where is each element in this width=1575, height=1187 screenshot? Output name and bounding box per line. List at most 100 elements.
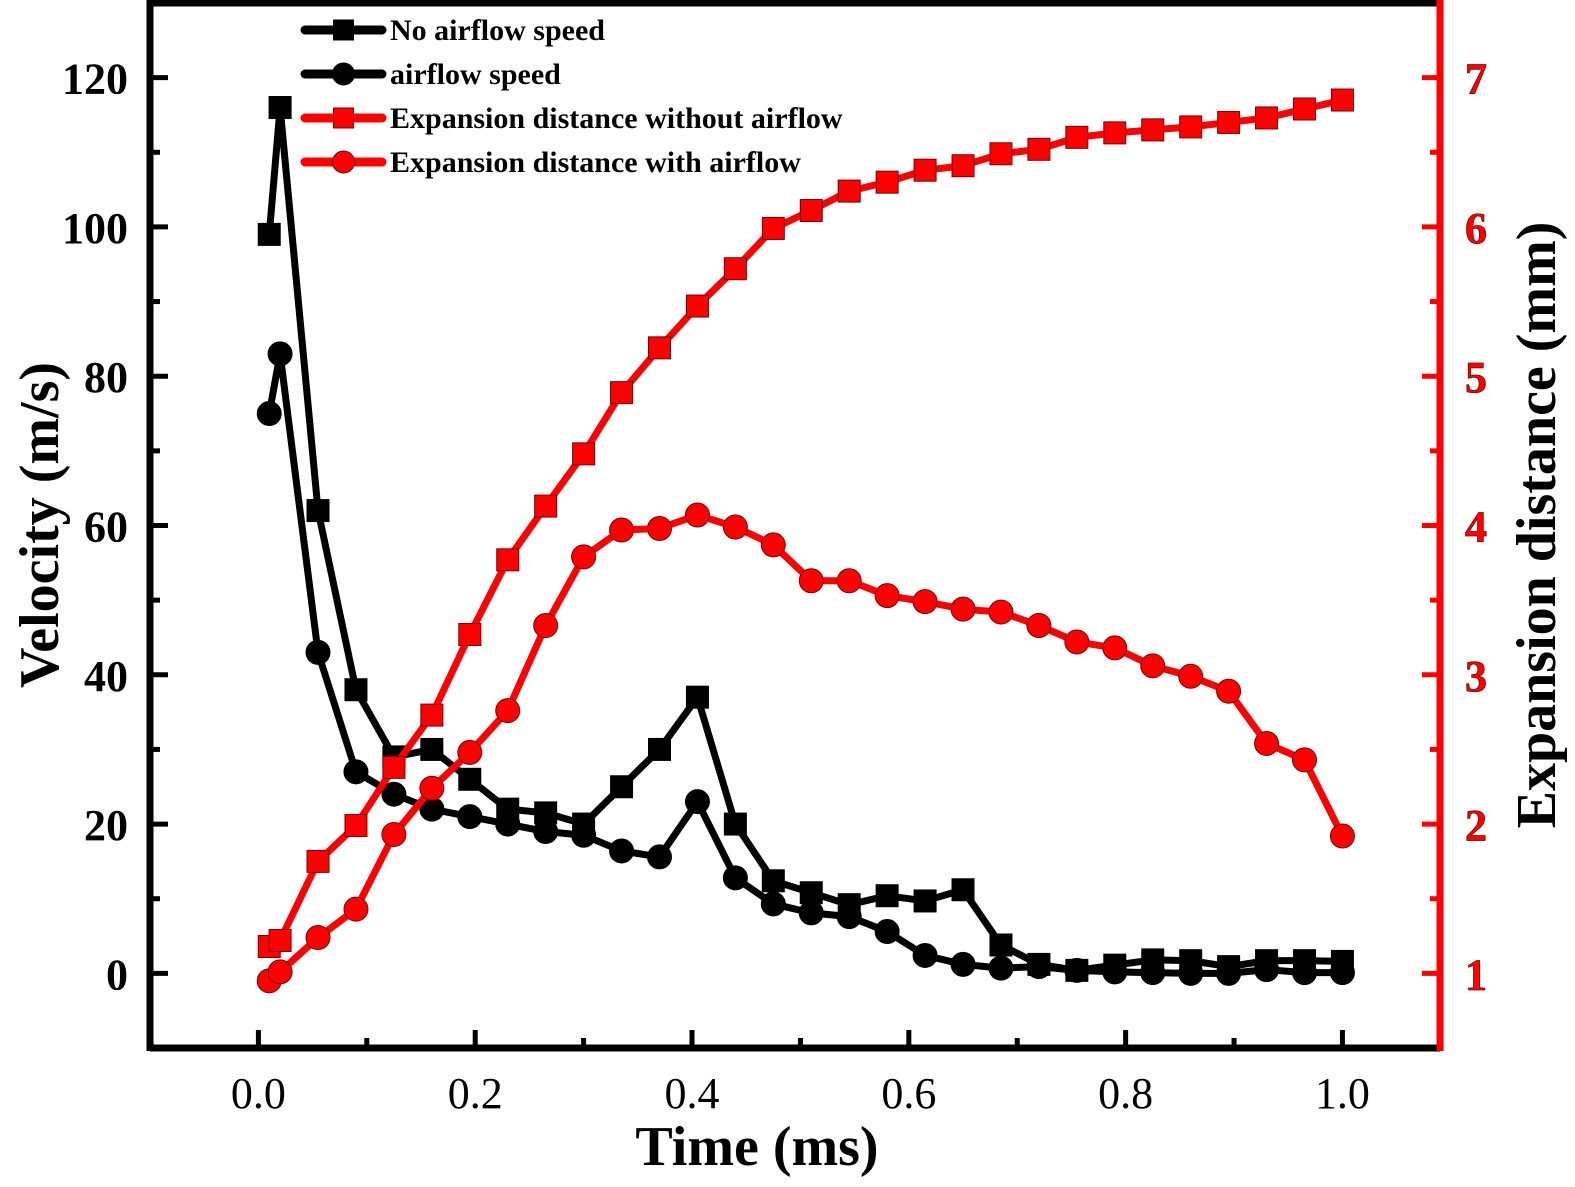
y2-tick-label: 2	[1465, 801, 1487, 850]
data-point	[1140, 653, 1166, 679]
y-tick-label: 120	[62, 55, 128, 104]
data-point	[533, 819, 559, 845]
data-point	[950, 596, 976, 622]
y-tick-label: 0	[106, 950, 128, 999]
data-point	[533, 613, 559, 639]
data-point	[419, 775, 445, 801]
data-point	[256, 401, 282, 427]
y-tick-label: 20	[84, 801, 128, 850]
data-point	[609, 517, 635, 543]
data-point	[913, 889, 937, 913]
legend-marker	[333, 19, 354, 41]
data-point	[798, 568, 824, 594]
data-point	[723, 812, 747, 836]
data-point	[761, 216, 785, 240]
data-point	[760, 891, 786, 917]
data-point	[799, 199, 823, 223]
legend-item: Expansion distance with airflow	[300, 146, 801, 179]
y-tick-label: 100	[62, 204, 128, 253]
data-point	[1216, 960, 1242, 986]
data-point	[722, 514, 748, 540]
x-axis-title: Time (ms)	[635, 1116, 878, 1178]
data-point	[951, 878, 975, 902]
y-tick-label: 40	[84, 652, 128, 701]
data-point	[610, 381, 634, 405]
data-point	[1027, 137, 1051, 161]
data-point	[912, 942, 938, 968]
data-point	[496, 548, 520, 572]
data-point	[534, 494, 558, 518]
legend-item: airflow speed	[300, 58, 561, 91]
data-point	[257, 222, 281, 246]
legend-marker	[332, 150, 355, 174]
data-point	[685, 685, 709, 709]
data-point	[458, 622, 482, 646]
data-point	[1140, 960, 1166, 986]
legend-item: No airflow speed	[300, 14, 605, 47]
data-point	[1292, 97, 1316, 121]
data-point	[343, 759, 369, 785]
data-point	[951, 154, 975, 178]
data-point	[609, 838, 635, 864]
data-point	[306, 499, 330, 523]
data-point	[836, 904, 862, 930]
data-point	[798, 900, 824, 926]
data-point	[420, 703, 444, 727]
data-point	[874, 583, 900, 609]
data-point	[457, 739, 483, 765]
data-point	[1291, 747, 1317, 773]
data-point	[1103, 121, 1127, 145]
data-point	[344, 814, 368, 838]
data-point	[647, 336, 671, 360]
data-point	[571, 544, 597, 570]
data-point	[723, 257, 747, 281]
legend: No airflow speed airflow speed Expansion d…	[300, 14, 843, 179]
legend-marker	[333, 107, 354, 129]
legend-label: Expansion distance with airflow	[390, 146, 801, 179]
data-point	[646, 844, 672, 870]
y2-tick-label: 6	[1465, 204, 1487, 253]
y-axis-title: Velocity (m/s)	[9, 362, 71, 688]
x-tick-label: 1.0	[1315, 1069, 1370, 1118]
data-point	[1217, 110, 1241, 134]
data-point	[1026, 954, 1052, 980]
data-point	[684, 502, 710, 528]
legend-label: airflow speed	[390, 58, 561, 91]
legend-label: Expansion distance without airflow	[390, 102, 843, 135]
data-point	[344, 678, 368, 702]
data-point	[646, 515, 672, 541]
data-point	[1179, 115, 1203, 139]
data-point	[382, 755, 406, 779]
data-point	[1064, 629, 1090, 655]
data-point	[306, 849, 330, 873]
data-point	[950, 951, 976, 977]
data-point	[875, 884, 899, 908]
x-tick-label: 0.8	[1098, 1069, 1153, 1118]
data-point	[989, 142, 1013, 166]
data-point	[268, 96, 292, 119]
data-point	[1291, 960, 1317, 986]
data-point	[305, 925, 331, 951]
axes-layer: 0.0 0.2 0.4 0.6 0.8 1.0 0 20 40 60 80 100 120 1 2 3 4 5 6 7	[62, 0, 1487, 1118]
data-point	[343, 896, 369, 922]
data-point	[989, 933, 1013, 957]
data-point	[495, 698, 521, 724]
data-point	[1178, 663, 1204, 689]
data-point	[1065, 125, 1089, 149]
data-point	[1254, 730, 1280, 756]
y2-tick-label: 4	[1465, 503, 1487, 552]
data-point	[571, 822, 597, 848]
y2-tick-label: 7	[1465, 55, 1487, 104]
data-point	[1026, 613, 1052, 639]
data-point	[610, 775, 634, 799]
data-point	[647, 737, 671, 761]
data-point	[761, 869, 785, 893]
y2-tick-label: 5	[1465, 353, 1487, 402]
data-point	[1255, 106, 1279, 130]
y2-tick-label: 3	[1465, 652, 1487, 701]
y2-axis-title: Expansion distance (mm)	[1506, 222, 1568, 829]
x-tick-label: 0.4	[665, 1069, 720, 1118]
data-point	[912, 589, 938, 615]
data-point	[837, 179, 861, 203]
